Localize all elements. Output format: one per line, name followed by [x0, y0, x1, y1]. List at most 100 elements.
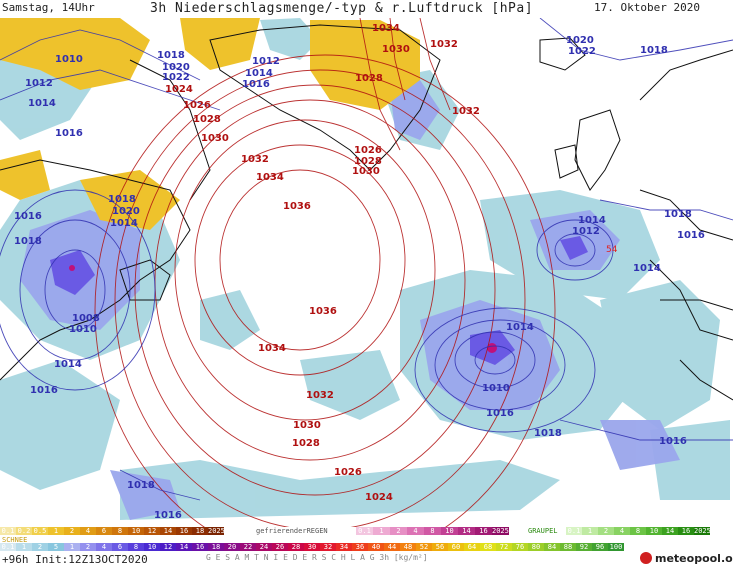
- isobar-label: 1016: [242, 79, 270, 90]
- isobar-label: 1014: [110, 218, 138, 229]
- baffin-coast: [129, 59, 211, 201]
- legend-cell: 28: [288, 543, 304, 551]
- legend-cell: 16: [192, 543, 208, 551]
- legend-cell: 10: [144, 543, 160, 551]
- legend-cell: 72: [496, 543, 512, 551]
- isobar-label: 1028: [355, 73, 383, 84]
- isobar-label: 1024: [365, 492, 393, 503]
- legend-cell: 2: [64, 527, 80, 535]
- legend-cell: 10: [441, 527, 458, 535]
- legend-cell: 0.2: [16, 527, 32, 535]
- isobar-label: 1030: [352, 166, 380, 177]
- legend-cell: 2025+: [694, 527, 710, 535]
- legend-cell: 40: [368, 543, 384, 551]
- legend-cell: 2025+: [492, 527, 509, 535]
- pressure-labels-blue: 1010 1018 1020 1022 1012 1014 1016 1012 …: [14, 35, 705, 521]
- legend-cell: 6: [96, 527, 112, 535]
- legend-cell: 56: [432, 543, 448, 551]
- isobar-label: 1010: [55, 54, 83, 65]
- isobar-label: 1018: [157, 50, 185, 61]
- legend-cell: 64: [464, 543, 480, 551]
- isobar-label: 1020: [162, 62, 190, 73]
- newfoundland-coast: [119, 259, 171, 301]
- isobar-label: 1032: [241, 154, 269, 165]
- legend-cell: 88: [560, 543, 576, 551]
- legend-cell: 2025+: [208, 527, 224, 535]
- isobar-label: 1016: [30, 385, 58, 396]
- isobar-label: 1018: [664, 209, 692, 220]
- legend-cell: 16: [475, 527, 492, 535]
- legend-cell: 4: [614, 527, 630, 535]
- legend-cell: 10: [128, 527, 144, 535]
- header-title: 3h Niederschlagsmenge/-typ & r.Luftdruck…: [150, 1, 534, 16]
- isobar-label: 1022: [162, 72, 190, 83]
- legend-cell: 16: [176, 527, 192, 535]
- legend-cell: 18: [192, 527, 208, 535]
- pressure-precip-map: 54 1034 1030 1032 1028 1032 1024 1026 10…: [0, 18, 733, 527]
- header-date: 17. Oktober 2020: [594, 1, 700, 14]
- legend-cell: 36: [352, 543, 368, 551]
- legend-cell: 0.1: [0, 527, 16, 535]
- legend-cell: 8: [630, 527, 646, 535]
- legend-cell: 96: [592, 543, 608, 551]
- isobars-low: [0, 18, 733, 501]
- isobar-label: 1016: [55, 128, 83, 139]
- isobar-label: 1028: [193, 114, 221, 125]
- isobar-label: 1018: [127, 480, 155, 491]
- legend-cell: 76: [512, 543, 528, 551]
- isobar-label: 1014: [506, 322, 534, 333]
- legend-cell: 4: [407, 527, 424, 535]
- legend-cell: 12: [160, 543, 176, 551]
- legend-cell: 18: [208, 543, 224, 551]
- legend-cell: 0.1: [0, 543, 16, 551]
- isobar-label: 1034: [256, 172, 284, 183]
- isobar-label: 1014: [54, 359, 82, 370]
- legend-cell: 24: [256, 543, 272, 551]
- legend-cell: 1: [373, 527, 390, 535]
- legend-cell: 14: [662, 527, 678, 535]
- isobar-label: 1008: [72, 313, 100, 324]
- isobar-label: 1036: [283, 201, 311, 212]
- isobar-label: 1012: [25, 78, 53, 89]
- isobar-label: 1034: [258, 343, 286, 354]
- isobar-label: 1018: [108, 194, 136, 205]
- legend-cell: 14: [458, 527, 475, 535]
- isobar-label: 1014: [28, 98, 56, 109]
- legend-cell: 26: [272, 543, 288, 551]
- pressure-labels-red: 1034 1030 1032 1028 1032 1024 1026 1028 …: [165, 23, 480, 503]
- isobar-label: 1030: [201, 133, 229, 144]
- isobar-label: 1014: [578, 215, 606, 226]
- legend-cell: 1: [64, 543, 80, 551]
- snow-areas: [0, 18, 420, 230]
- iberia-coast: [660, 299, 733, 401]
- isobar-label: 1012: [572, 226, 600, 237]
- legend-cell: 84: [544, 543, 560, 551]
- scale-caption: G E S A M T N I E D E R S C H L A G 3h […: [206, 553, 428, 562]
- legend-cell: 0.1: [356, 527, 373, 535]
- isobar-label: 1016: [154, 510, 182, 521]
- brand-link[interactable]: meteopool.org: [655, 552, 733, 565]
- europe-coast: [639, 49, 733, 341]
- precip-heavy-areas: [50, 236, 588, 365]
- isobar-label: 1030: [382, 44, 410, 55]
- legend-cell: 8: [128, 543, 144, 551]
- legend-cell: 100: [608, 543, 624, 551]
- legend-cell: 8: [424, 527, 441, 535]
- legend-cell: 52: [416, 543, 432, 551]
- isobar-label: 1010: [69, 324, 97, 335]
- legend-cell: 80: [528, 543, 544, 551]
- isobar-label: 1016: [677, 230, 705, 241]
- isobar-label: 1014: [245, 68, 273, 79]
- legend-cell: 2: [598, 527, 614, 535]
- legend-cell: 2: [32, 543, 48, 551]
- precip-extreme-areas: [69, 265, 497, 353]
- graupel-label: GRAUPEL: [528, 527, 558, 535]
- legend-cell: 0.1: [566, 527, 582, 535]
- isobar-label: 1020: [112, 206, 140, 217]
- legend-cell: 16: [678, 527, 694, 535]
- snow-label: SCHNEE: [2, 536, 28, 544]
- legend-cell: 12: [144, 527, 160, 535]
